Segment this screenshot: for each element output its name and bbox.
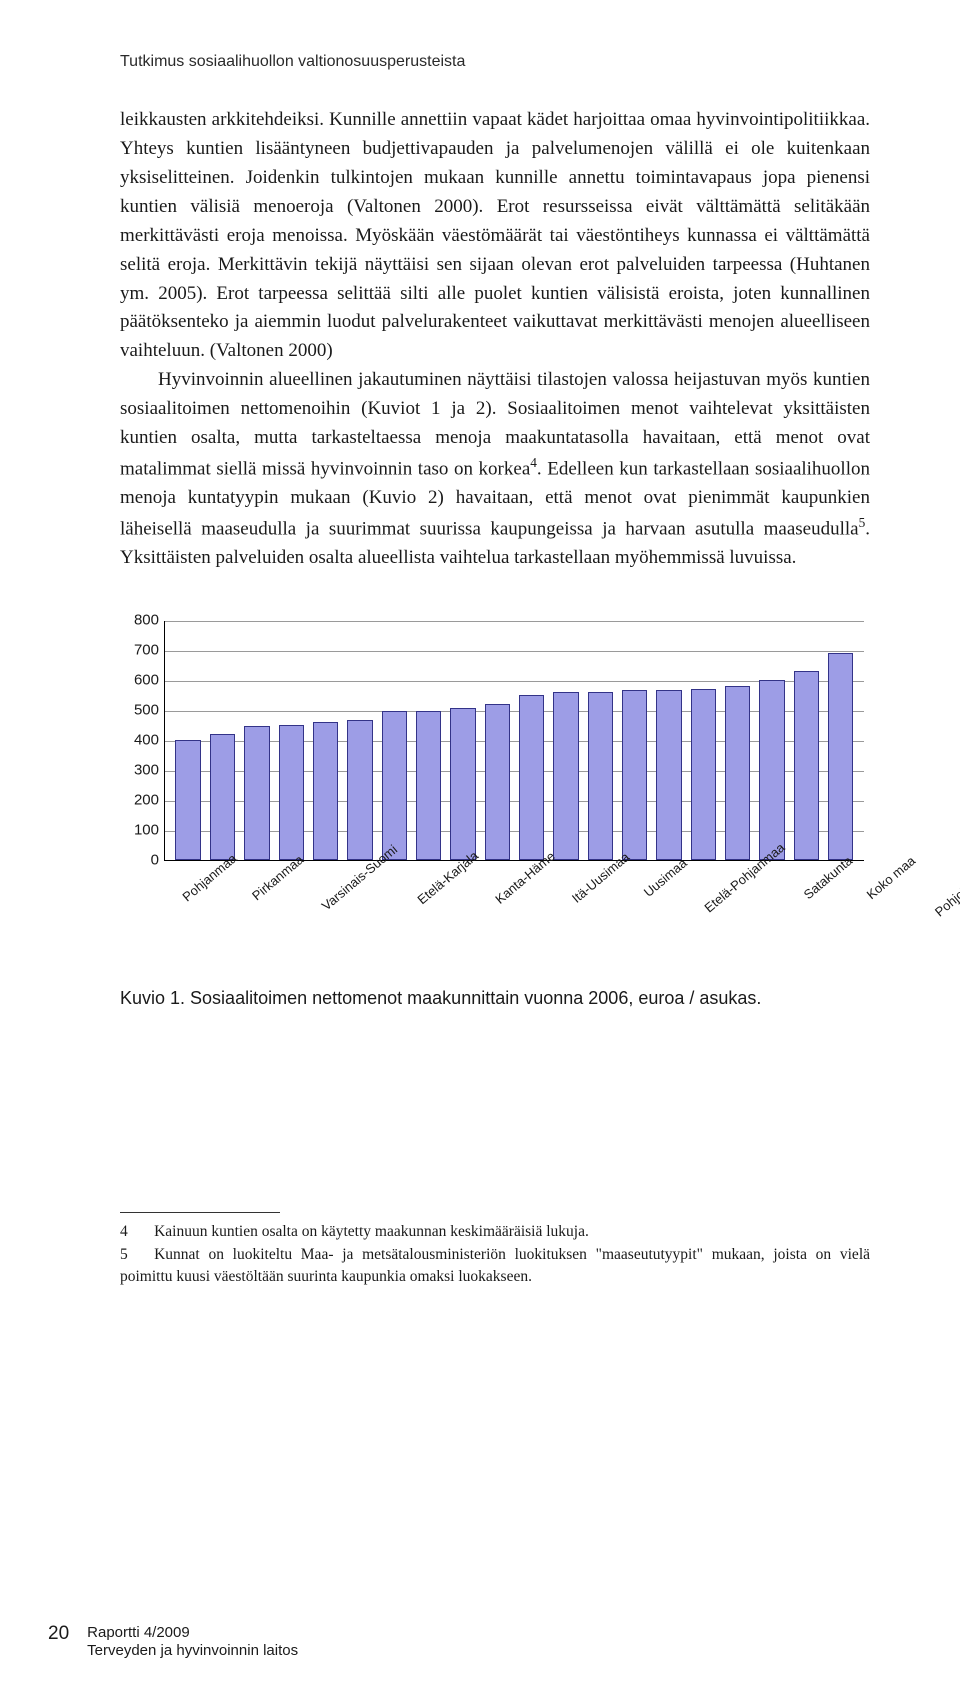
y-tick-label: 400 (121, 730, 159, 753)
bar (382, 711, 407, 860)
footnote-5-num: 5 (120, 1244, 154, 1266)
paragraph-1: leikkausten arkkitehdeiksi. Kunnille ann… (120, 106, 870, 366)
footnote-4-text: Kainuun kuntien osalta on käytetty maaku… (154, 1223, 589, 1240)
bar-slot (789, 621, 823, 860)
bar (485, 704, 510, 860)
bar-slot (205, 621, 239, 860)
bar-slot (171, 621, 205, 860)
page-number: 20 (48, 1624, 69, 1643)
bar (175, 740, 200, 860)
footnote-ref-4: 4 (530, 455, 537, 470)
bar-slot (446, 621, 480, 860)
bar-slot (549, 621, 583, 860)
footnote-4-num: 4 (120, 1221, 154, 1243)
body-text: leikkausten arkkitehdeiksi. Kunnille ann… (120, 106, 870, 573)
bar-slot (721, 621, 755, 860)
bar-slot (583, 621, 617, 860)
running-header: Tutkimus sosiaalihuollon valtionosuusper… (120, 50, 870, 74)
bar (622, 690, 647, 860)
bar-slot (617, 621, 651, 860)
y-tick-label: 800 (121, 610, 159, 633)
bar (313, 722, 338, 860)
y-tick-label: 200 (121, 790, 159, 813)
bar (828, 653, 853, 860)
page-footer: 20 Raportti 4/2009 Terveyden ja hyvinvoi… (48, 1624, 298, 1662)
bar (244, 726, 269, 860)
y-tick-label: 300 (121, 760, 159, 783)
bar (210, 734, 235, 860)
footnote-5: 5Kunnat on luokiteltu Maa- ja metsätalou… (120, 1244, 870, 1289)
bar (279, 725, 304, 860)
bar-slot (824, 621, 858, 860)
bar (691, 689, 716, 860)
y-tick-label: 0 (121, 850, 159, 873)
paragraph-2: Hyvinvoinnin alueellinen jakautuminen nä… (120, 366, 870, 573)
bar-slot (411, 621, 445, 860)
bar (794, 671, 819, 860)
y-tick-label: 700 (121, 640, 159, 663)
bar-slot (652, 621, 686, 860)
bar-slot (480, 621, 514, 860)
bar (759, 680, 784, 860)
bar-slot (274, 621, 308, 860)
bar-slot (377, 621, 411, 860)
bar (416, 711, 441, 860)
footnotes: 4Kainuun kuntien osalta on käytetty maak… (120, 1221, 870, 1288)
bar-slot (514, 621, 548, 860)
x-tick-label: Pohjois-Pohjanmaa (931, 831, 960, 981)
footnote-4: 4Kainuun kuntien osalta on käytetty maak… (120, 1221, 870, 1243)
footer-line-1: Raportti 4/2009 (87, 1624, 298, 1643)
y-tick-label: 500 (121, 700, 159, 723)
bar-slot (686, 621, 720, 860)
bar (588, 692, 613, 860)
footnote-rule (120, 1212, 280, 1213)
footnote-5-text: Kunnat on luokiteltu Maa- ja metsätalous… (120, 1246, 870, 1285)
bar-slot (240, 621, 274, 860)
bar (450, 708, 475, 860)
y-tick-label: 100 (121, 820, 159, 843)
bar (519, 695, 544, 860)
chart-caption: Kuvio 1. Sosiaalitoimen nettomenot maaku… (120, 985, 870, 1012)
bar-slot (343, 621, 377, 860)
bar-chart: 0100200300400500600700800 PohjanmaaPirka… (120, 621, 870, 961)
footer-line-2: Terveyden ja hyvinvoinnin laitos (87, 1642, 298, 1661)
bar (725, 686, 750, 860)
bar (347, 720, 372, 860)
bars-container (171, 621, 858, 860)
bar-slot (308, 621, 342, 860)
bar-slot (755, 621, 789, 860)
y-tick-label: 600 (121, 670, 159, 693)
bar (656, 690, 681, 860)
bar (553, 692, 578, 860)
